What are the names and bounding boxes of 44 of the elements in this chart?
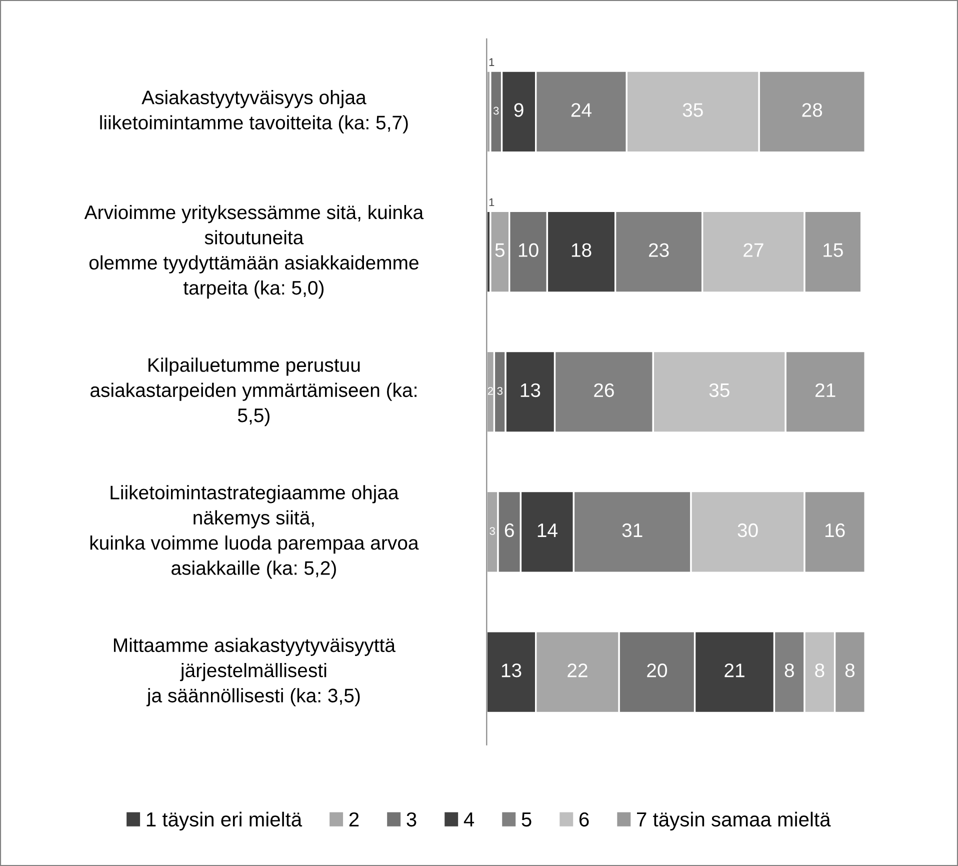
data-label: 26 xyxy=(594,383,614,398)
data-label: 16 xyxy=(825,523,845,538)
y-tick-label: Asiakastyytyväisyys ohjaa liiketoimintamme tavoitteita (ka: 5,7) xyxy=(100,90,408,134)
data-label: 8 xyxy=(845,664,854,678)
data-label: 3 xyxy=(493,106,499,115)
data-label: 22 xyxy=(568,664,588,678)
data-label: 13 xyxy=(502,664,522,678)
legend-label: 4 xyxy=(464,812,474,826)
legend-label: 1 täysin eri mieltä xyxy=(146,812,302,831)
legend-label: 5 xyxy=(522,812,532,827)
data-label: 31 xyxy=(622,523,642,538)
data-label: 6 xyxy=(504,523,514,538)
data-label: 24 xyxy=(571,103,592,117)
legend-label: 2 xyxy=(349,812,359,826)
legend-label: 3 xyxy=(406,812,416,827)
y-tick-label: Mittaamme asiakastyytyväisyyttä järjestelmällisesti ja säännöllisesti (ka: 3,5) xyxy=(114,638,396,706)
data-label: 8 xyxy=(784,664,794,678)
legend-label: 7 täysin samaa mieltä xyxy=(637,812,831,831)
data-label: 3 xyxy=(490,527,495,535)
data-label: 2 xyxy=(488,386,493,395)
data-label: 5 xyxy=(495,243,504,257)
y-tick-label: Arvioimme yrityksessämme sitä, kuinka sitoutuneita olemme tyydyttämään asiakkaidemme tarpeita (ka: 5,0) xyxy=(84,204,424,299)
data-label: 9 xyxy=(514,103,524,117)
data-label: 20 xyxy=(647,664,668,678)
data-label: 15 xyxy=(824,243,843,257)
data-label: 14 xyxy=(538,524,558,537)
legend-label: 6 xyxy=(579,812,589,827)
y-tick-label: Kilpailuetumme perustuu asiakastarpeiden ymmärtämiseen (ka: 5,5) xyxy=(90,358,416,426)
data-label: 35 xyxy=(682,103,703,117)
data-label: 21 xyxy=(724,664,744,678)
data-label: 13 xyxy=(520,383,540,398)
data-label: 35 xyxy=(709,383,730,398)
data-label: 18 xyxy=(572,243,592,257)
data-label: 1 xyxy=(489,198,494,206)
data-label: 28 xyxy=(802,103,822,117)
data-label: 10 xyxy=(518,243,538,257)
data-label: 23 xyxy=(649,243,669,257)
data-label: 27 xyxy=(744,243,764,257)
y-tick-label: Liiketoimintastrategiaamme ohjaa näkemys siitä, kuinka voimme luoda parempaa arvoa asiakkaille (ka: 5,2) xyxy=(90,485,419,579)
data-label: 3 xyxy=(497,386,503,395)
data-label: 8 xyxy=(815,664,824,678)
data-label: 21 xyxy=(816,383,836,397)
data-label: 1 xyxy=(489,58,494,66)
data-label: 30 xyxy=(738,523,758,538)
